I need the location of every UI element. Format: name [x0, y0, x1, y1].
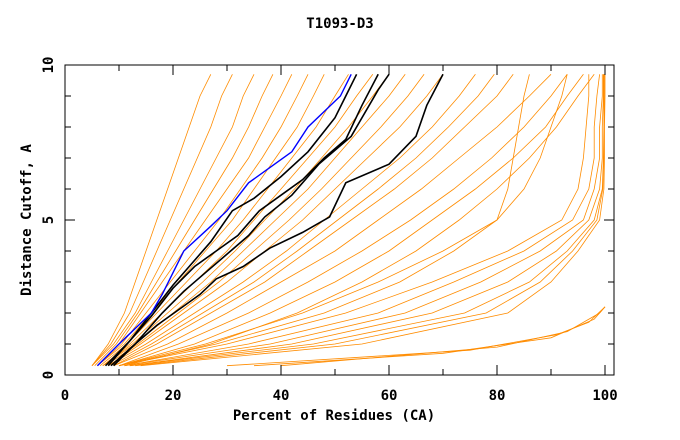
model-curve-21: [118, 74, 530, 367]
model-curve-19: [124, 74, 595, 367]
model-curve-11: [105, 74, 425, 367]
highlight-curve-1: [107, 73, 379, 367]
model-curve-24: [124, 74, 603, 367]
model-low-curve-0: [226, 306, 606, 367]
model-curve-18: [118, 74, 584, 367]
model-curve-2: [91, 74, 255, 366]
y-tick-label: 0: [41, 371, 57, 379]
model-low-curve-2: [280, 306, 606, 367]
model-curve-3: [94, 74, 274, 366]
x-tick-label: 0: [61, 388, 69, 404]
best-curve: [96, 73, 352, 367]
y-axis-label: Distance Cutoff, A: [19, 144, 35, 296]
model-curve-25: [129, 74, 604, 367]
x-tick-label: 100: [592, 388, 617, 404]
model-curve-27: [135, 74, 605, 367]
model-curve-14: [110, 74, 495, 367]
x-tick-label: 80: [489, 388, 506, 404]
x-tick-label: 40: [273, 388, 290, 404]
model-curve-8: [102, 74, 374, 367]
model-curve-12: [107, 74, 444, 367]
model-curve-22: [118, 74, 590, 367]
model-curve-5: [97, 74, 309, 366]
model-curve-20: [118, 74, 568, 367]
plot-frame: [64, 64, 615, 376]
model-curve-15: [113, 74, 514, 367]
y-tick-label: 10: [41, 57, 57, 74]
ticks-layer: 0 20 40 60 80 100 0 5 10: [41, 57, 618, 404]
model-curve-16: [113, 74, 552, 367]
model-low-curve-1: [253, 306, 606, 367]
highlight-curve-3: [110, 73, 444, 367]
model-curve-4: [97, 74, 293, 366]
model-curve-0: [91, 74, 212, 366]
model-curve-17: [118, 74, 568, 367]
x-axis-label: Percent of Residues (CA): [233, 408, 435, 424]
model-curve-7: [99, 74, 349, 367]
y-tick-label: 5: [41, 216, 57, 224]
model-curve-1: [91, 74, 233, 366]
chart-title: T1093-D3: [306, 16, 374, 32]
series-layer: [91, 73, 606, 367]
x-tick-label: 20: [165, 388, 182, 404]
model-curve-23: [124, 74, 600, 367]
x-tick-label: 60: [381, 388, 398, 404]
highlight-curve-2: [113, 73, 390, 367]
model-curve-28: [140, 74, 606, 367]
